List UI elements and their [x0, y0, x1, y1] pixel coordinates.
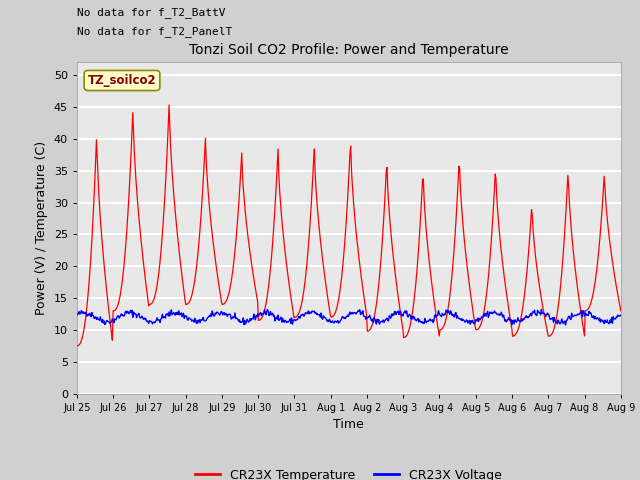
Legend: CR23X Temperature, CR23X Voltage: CR23X Temperature, CR23X Voltage — [190, 464, 508, 480]
Y-axis label: Power (V) / Temperature (C): Power (V) / Temperature (C) — [35, 141, 48, 315]
X-axis label: Time: Time — [333, 418, 364, 431]
Text: TZ_soilco2: TZ_soilco2 — [88, 74, 156, 87]
Text: No data for f_T2_PanelT: No data for f_T2_PanelT — [77, 26, 232, 37]
Title: Tonzi Soil CO2 Profile: Power and Temperature: Tonzi Soil CO2 Profile: Power and Temper… — [189, 43, 509, 57]
Text: No data for f_T2_BattV: No data for f_T2_BattV — [77, 7, 225, 18]
